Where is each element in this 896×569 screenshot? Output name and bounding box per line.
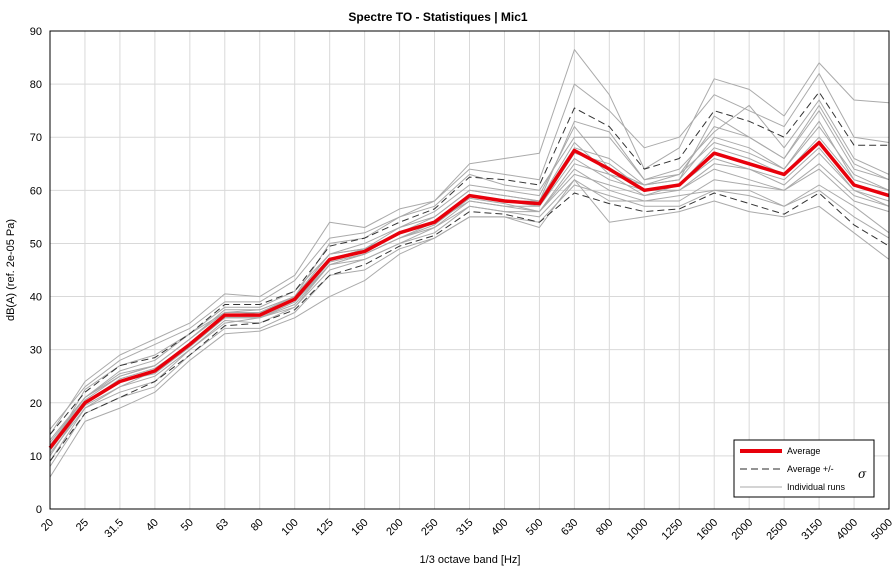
y-tick-label: 80 <box>30 79 42 91</box>
legend: Average Average +/- σ Individual runs <box>733 439 875 498</box>
y-tick-label: 30 <box>30 345 42 357</box>
series-line-run <box>49 104 890 443</box>
y-tick-label: 70 <box>30 132 42 144</box>
y-tick-label: 50 <box>30 238 42 250</box>
plot-area <box>48 49 890 478</box>
legend-average-label: Average <box>787 446 820 456</box>
y-tick-label: 90 <box>30 26 42 38</box>
y-axis-label: dB(A) (ref. 2e-05 Pa) <box>5 219 17 321</box>
legend-runs-label: Individual runs <box>787 482 846 492</box>
chart-title: Spectre TO - Statistiques | Mic1 <box>348 10 528 24</box>
y-axis-ticks: 0 10 20 30 40 50 60 70 80 90 <box>30 26 42 516</box>
series-line-average <box>48 140 890 449</box>
series-line-run <box>49 49 890 435</box>
y-tick-label: 0 <box>36 504 42 516</box>
legend-std-label: Average +/- <box>787 464 834 474</box>
y-tick-label: 40 <box>30 292 42 304</box>
x-axis-label: 1/3 octave band [Hz] <box>420 554 521 566</box>
series-line-run <box>49 163 890 457</box>
legend-std-symbol: σ <box>858 467 867 481</box>
y-tick-label: 20 <box>30 398 42 410</box>
plot-frame <box>49 30 890 510</box>
series-line-run <box>49 73 890 430</box>
y-tick-label: 60 <box>30 185 42 197</box>
y-tick-label: 10 <box>30 451 42 463</box>
series-line-std <box>49 91 889 435</box>
series-line-std <box>49 192 890 462</box>
series-line-run <box>49 168 890 451</box>
